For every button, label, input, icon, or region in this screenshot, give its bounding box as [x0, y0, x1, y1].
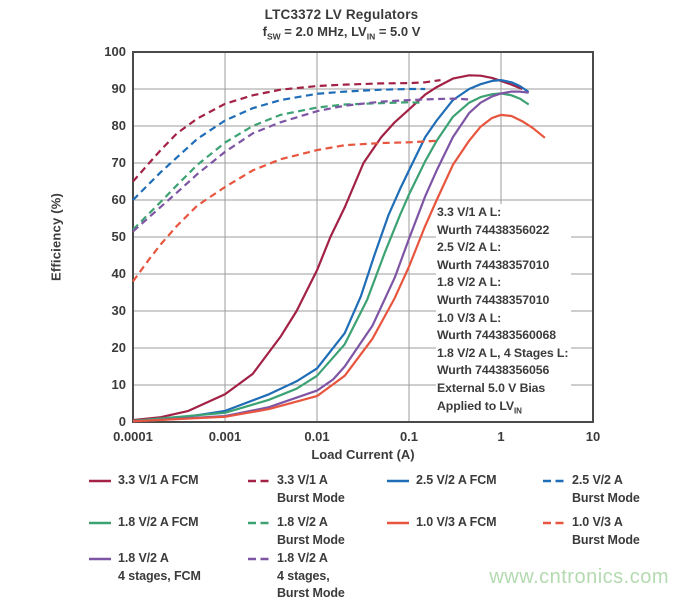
series-line-4: [132, 113, 546, 423]
legend-label: 3.3 V/1 A FCM: [118, 473, 199, 487]
annotation-line: 3.3 V/1 A L:: [437, 205, 502, 219]
y-tick-label: 30: [111, 303, 126, 318]
y-tick-label: 10: [111, 377, 126, 392]
annotation-block: 3.3 V/1 A L: Wurth 74438356022 2.5 V/2 A L…: [436, 204, 572, 421]
legend-label: 1.8 V/2 A FCM: [118, 515, 199, 529]
chart-title: LTC3372 LV Regulators: [264, 7, 419, 22]
legend-swatch-solid-line: [89, 557, 111, 561]
legend-item: 1.0 V/3 A FCM: [387, 514, 497, 532]
legend-swatch-dashed-line: [248, 479, 270, 483]
legend-swatch-dashed-line: [543, 521, 565, 525]
legend-swatch-dashed-line: [248, 521, 270, 525]
annotation-line: 1.8 V/2 A L, 4 Stages L:: [437, 345, 569, 360]
legend-item: 2.5 V/2 A FCM: [387, 472, 497, 490]
legend-swatch-solid-line: [89, 521, 111, 525]
x-tick-label: 0.0001: [113, 429, 153, 444]
x-axis-label: Load Current (A): [311, 447, 415, 462]
annotation-line: 1.0 V/3 A L:: [437, 310, 502, 325]
annotation-line: Wurth 74438356022: [437, 222, 550, 237]
series-line-7: [132, 101, 420, 231]
legend-label: 2.5 V/2 A Burst Mode: [572, 473, 640, 505]
x-tick-label: 0.001: [208, 429, 242, 444]
subtitle-in-subscript: IN: [366, 31, 376, 42]
x-tick-label: 1: [497, 429, 505, 444]
subtitle-end: = 5.0 V: [375, 24, 421, 39]
x-tick-label: 0.01: [304, 429, 330, 444]
plot-border: [132, 51, 594, 423]
annotation-line: Wurth 74438357010: [437, 257, 550, 272]
legend-label: 1.0 V/3 A Burst Mode: [572, 515, 640, 547]
series-line-3: [132, 90, 529, 423]
legend-swatch-dashed-line: [543, 479, 565, 483]
annotation-line: Wurth 74438357010: [437, 292, 550, 307]
y-tick-label: 0: [118, 414, 126, 429]
legend-label: 1.8 V/2 A Burst Mode: [277, 515, 345, 547]
series-line-1: [132, 78, 530, 422]
x-tick-label: 0.1: [399, 429, 419, 444]
y-tick-label: 100: [104, 44, 126, 59]
y-tick-label: 40: [111, 266, 126, 281]
series-line-6: [132, 87, 426, 201]
y-tick-label: 70: [111, 155, 126, 170]
y-tick-label: 20: [111, 340, 126, 355]
legend-item: 3.3 V/1 A Burst Mode: [248, 472, 345, 507]
series-line-8: [132, 97, 470, 233]
y-tick-label: 50: [111, 229, 126, 244]
x-tick-label: 10: [585, 429, 601, 444]
y-tick-label: 60: [111, 192, 126, 207]
subtitle-fsw: f: [262, 24, 267, 39]
legend-swatch-solid-line: [89, 479, 111, 483]
legend-item: 3.3 V/1 A FCM: [89, 472, 199, 490]
legend-label: 3.3 V/1 A Burst Mode: [277, 473, 345, 505]
annotation-line: External 5.0 V Bias: [437, 380, 546, 395]
series-line-0: [132, 74, 523, 422]
legend-swatch-solid-line: [387, 479, 409, 483]
legend-swatch-dashed-line: [248, 557, 270, 561]
annotation-line: Wurth 74438356056: [437, 363, 550, 378]
watermark: www.cntronics.com: [489, 566, 669, 588]
y-axis-label: Efficiency (%): [48, 192, 64, 282]
annotation-line: 2.5 V/2 A L:: [437, 240, 502, 255]
annotation-line: Applied to LVIN: [437, 398, 522, 415]
annotation-line: Wurth 744383560068: [437, 328, 556, 343]
y-tick-label: 80: [111, 118, 126, 133]
subtitle-mid: = 2.0 MHz, LV: [280, 24, 367, 39]
legend-swatch-solid-line: [387, 521, 409, 525]
y-tick-label: 90: [111, 81, 126, 96]
series-line-5: [132, 79, 441, 183]
legend-item: 1.8 V/2 A Burst Mode: [248, 514, 345, 549]
legend-item: 1.0 V/3 A Burst Mode: [543, 514, 640, 549]
subtitle-sw-subscript: SW: [266, 31, 281, 42]
series-line-9: [132, 139, 437, 283]
chart-subtitle: fSW = 2.0 MHz, LVIN = 5.0 V: [0, 24, 683, 42]
annotation-line: 1.8 V/2 A L:: [437, 275, 502, 290]
legend-label: 1.0 V/3 A FCM: [416, 515, 497, 529]
legend-item: 2.5 V/2 A Burst Mode: [543, 472, 640, 507]
legend-item: 1.8 V/2 A FCM: [89, 514, 199, 532]
legend-label: 2.5 V/2 A FCM: [416, 473, 497, 487]
